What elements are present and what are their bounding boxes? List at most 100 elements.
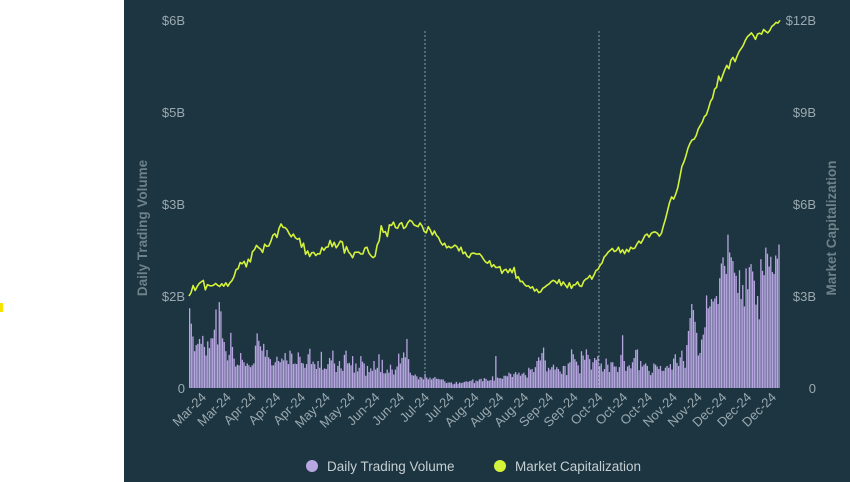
volume-bar xyxy=(427,379,429,388)
volume-bar xyxy=(562,365,564,388)
volume-bar xyxy=(542,347,545,388)
volume-bar xyxy=(228,354,230,388)
volume-bar xyxy=(623,361,625,388)
volume-bar xyxy=(519,375,522,388)
volume-bar xyxy=(510,373,512,388)
volume-bar xyxy=(661,370,663,388)
volume-bar xyxy=(610,362,612,388)
volume-bar xyxy=(541,353,543,388)
volume-bar xyxy=(649,375,652,388)
volume-bar xyxy=(677,365,680,388)
volume-bar xyxy=(699,353,701,388)
volume-bar xyxy=(253,363,255,388)
volume-bar xyxy=(332,350,334,388)
volume-bar xyxy=(531,368,533,388)
volume-bar xyxy=(577,365,579,388)
volume-bar xyxy=(626,366,629,388)
volume-bar xyxy=(491,376,494,388)
volume-bar xyxy=(486,380,489,388)
volume-bar xyxy=(607,364,609,388)
volume-bar xyxy=(460,383,462,388)
volume-bar xyxy=(684,367,686,388)
volume-bar xyxy=(480,378,482,388)
volume-bar xyxy=(365,375,367,388)
volume-bar xyxy=(327,364,329,388)
volume-bar xyxy=(335,372,337,388)
legend-volume-label: Daily Trading Volume xyxy=(327,459,455,474)
volume-bar xyxy=(353,372,355,388)
right-axis-ticks: 0 $3B $6B $9B $12B xyxy=(786,13,816,396)
volume-bar xyxy=(404,357,406,388)
volume-bar xyxy=(445,383,448,388)
legend-item-volume[interactable]: Daily Trading Volume xyxy=(306,459,455,474)
volume-bar xyxy=(284,353,286,388)
legend: Daily Trading Volume Market Capitalizati… xyxy=(306,459,641,474)
volume-bar xyxy=(468,381,471,388)
volume-bar xyxy=(447,382,449,388)
volume-bar xyxy=(483,378,485,388)
volume-bar xyxy=(700,339,703,388)
volume-bar xyxy=(465,381,467,388)
volume-bar xyxy=(348,362,350,388)
volume-bar xyxy=(299,356,301,388)
volume-bar xyxy=(747,289,749,388)
volume-bar xyxy=(592,362,594,388)
volume-bar xyxy=(271,365,273,388)
volume-bar xyxy=(225,351,227,388)
volume-bar xyxy=(266,349,268,388)
volume-bar xyxy=(272,365,275,388)
volume-bar xyxy=(195,345,197,388)
volume-bar xyxy=(477,381,479,388)
volume-bar xyxy=(437,378,439,388)
volume-bar xyxy=(656,366,658,388)
volume-bar xyxy=(574,359,576,388)
volume-bar xyxy=(347,363,349,388)
volume-bar xyxy=(686,345,688,388)
volume-bar xyxy=(450,382,453,388)
volume-bar xyxy=(612,362,614,388)
volume-bar xyxy=(467,381,469,388)
volume-bar xyxy=(775,255,777,388)
volume-bar xyxy=(268,357,270,388)
legend-market-cap-label: Market Capitalization xyxy=(515,459,641,474)
volume-bar xyxy=(482,381,484,388)
volume-bar xyxy=(761,270,764,388)
volume-bar xyxy=(536,361,538,388)
volume-bar xyxy=(768,266,770,388)
volume-bar xyxy=(251,365,253,388)
volume-bar xyxy=(533,372,535,388)
volume-bar xyxy=(384,373,387,388)
volume-bar xyxy=(233,358,235,388)
volume-bar xyxy=(518,372,520,388)
volume-bar xyxy=(203,346,206,388)
volume-bar xyxy=(454,383,456,388)
volume-bar xyxy=(220,311,222,388)
volume-bar xyxy=(406,338,408,388)
volume-bar xyxy=(200,343,202,388)
volume-bar xyxy=(444,381,446,388)
legend-item-market-cap[interactable]: Market Capitalization xyxy=(494,459,641,474)
volume-bar xyxy=(765,247,767,388)
volume-bar xyxy=(244,365,247,388)
volume-bar xyxy=(658,368,660,388)
volume-bar xyxy=(320,351,322,388)
volume-bar xyxy=(368,372,370,388)
volume-bar xyxy=(376,367,378,388)
volume-bar xyxy=(458,382,461,388)
volume-bar xyxy=(728,252,731,388)
volume-bar xyxy=(296,364,298,388)
volume-bar xyxy=(717,303,719,388)
volume-bar xyxy=(659,365,662,388)
right-tick-label: $3B xyxy=(793,289,816,304)
volume-bar xyxy=(763,275,765,388)
volume-bar xyxy=(231,346,234,388)
volume-bar xyxy=(282,360,285,388)
right-axis-title: Market Capitalization xyxy=(824,160,839,295)
volume-bar xyxy=(760,259,762,388)
volume-bar xyxy=(286,360,288,388)
volume-bar xyxy=(314,364,316,388)
volume-bar xyxy=(712,301,714,388)
volume-bar xyxy=(419,376,421,388)
volume-bar xyxy=(526,377,528,388)
volume-bar xyxy=(770,256,772,388)
